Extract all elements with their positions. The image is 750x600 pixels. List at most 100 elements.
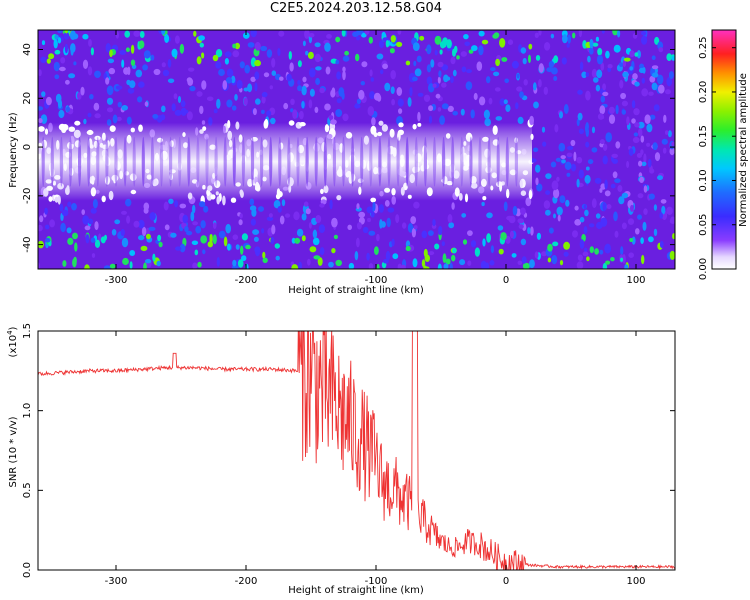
spectrogram-cell — [241, 233, 248, 241]
spectrogram-panel: -300 -200 -100 0 100 40 20 0 -20 -40 Height of s… — [8, 29, 676, 296]
spectrogram-cell — [46, 58, 51, 64]
spectrogram-cell — [577, 254, 584, 261]
spectrogram-cell — [292, 109, 298, 119]
spectrogram-cell — [428, 105, 434, 112]
y-tick-label: 0 — [22, 144, 33, 150]
spectrogram-cell — [41, 91, 46, 97]
spectrogram-cell — [271, 70, 277, 76]
spectrogram-cell — [644, 114, 651, 124]
spectrogram-cell — [432, 83, 437, 88]
spectrogram-cell — [667, 130, 672, 138]
spectrogram-cell — [672, 233, 675, 240]
spectrogram-cell — [560, 155, 566, 160]
spectrogram-cell — [212, 222, 217, 230]
top-x-axis-label: Height of straight line (km) — [288, 285, 424, 296]
spectrogram-cell — [643, 208, 648, 216]
spectrogram-cell — [299, 110, 304, 120]
spectrogram-cell — [483, 109, 490, 120]
spectrogram-cell — [566, 152, 573, 158]
spectrogram-cell — [663, 114, 667, 123]
spectrogram-cell — [213, 108, 218, 114]
spectrogram-cell — [342, 66, 346, 73]
spectrogram-cell — [105, 43, 111, 53]
spectrogram-cell — [538, 79, 542, 88]
spectrogram-cell — [585, 166, 590, 171]
spectrogram-cell — [499, 98, 506, 106]
spectrogram-cell — [523, 79, 528, 86]
spectrogram-cell — [435, 93, 441, 99]
spectrogram-cell — [196, 91, 203, 97]
spectrogram-cell — [129, 261, 133, 269]
spectrogram-cell — [234, 94, 238, 101]
spectrogram-cell — [54, 74, 60, 80]
spectrogram-cell — [303, 201, 309, 207]
spectrogram-cell — [223, 236, 228, 247]
spectrogram-cell — [335, 109, 343, 117]
spectrogram-cell — [312, 237, 320, 246]
spectrogram-cell — [218, 230, 226, 239]
spectrogram-cell — [637, 121, 645, 129]
spectrogram-cell — [666, 53, 672, 61]
spectrogram-cell — [171, 48, 178, 58]
spectrogram-cell — [602, 83, 606, 91]
spectrogram-cell — [370, 77, 374, 82]
spectrogram-cell — [657, 175, 663, 181]
spectrogram-cell — [426, 44, 432, 55]
spectrogram-cell — [153, 68, 161, 76]
spectrogram-cell — [308, 99, 313, 109]
spectrogram-cell — [562, 34, 568, 44]
spectrogram-cell — [106, 107, 114, 113]
spectrogram-cell — [528, 54, 531, 64]
spectrogram-cell — [362, 226, 369, 234]
spectrogram-cell — [175, 246, 182, 251]
spectrogram-cell — [199, 42, 204, 48]
spectrogram-cell — [164, 34, 170, 43]
spectrogram-cell — [386, 217, 391, 228]
spectrogram-cell — [620, 246, 624, 256]
spectrogram-stripe — [432, 136, 437, 187]
spectrogram-cell — [336, 71, 341, 80]
spectrogram-cell — [437, 76, 441, 84]
spectrogram-cell — [369, 91, 375, 100]
spectrogram-cell — [60, 57, 66, 64]
spectrogram-cell — [384, 82, 391, 92]
spectrogram-cell — [69, 30, 76, 40]
spectrogram-cell — [576, 156, 583, 164]
spectrogram-cell — [441, 103, 449, 110]
spectrogram-cell — [589, 38, 594, 49]
spectrogram-cell — [279, 76, 284, 81]
spectrogram-cell — [192, 204, 196, 214]
spectrogram-cell — [554, 124, 559, 133]
spectrogram-cell — [209, 234, 213, 244]
spectrogram-cell — [557, 214, 561, 222]
snr-plot-area — [38, 331, 675, 570]
spectrogram-cell — [449, 262, 453, 269]
spectrogram-cell — [297, 85, 303, 92]
spectrogram-cell — [268, 213, 273, 218]
spectrogram-stripe — [150, 136, 154, 187]
spectrogram-cell — [251, 208, 257, 217]
spectrogram-cell — [356, 30, 364, 36]
spectrogram-cell — [538, 30, 542, 36]
spectrogram-cell — [67, 237, 74, 245]
spectrogram-cell — [599, 249, 604, 255]
spectrogram-cell — [421, 230, 428, 239]
spectrogram-cell — [550, 33, 555, 39]
spectrogram-cell — [341, 30, 346, 37]
spectrogram-stripe — [478, 136, 482, 187]
spectrogram-cell — [133, 220, 140, 228]
spectrogram-cell — [631, 118, 636, 124]
spectrogram-stripe — [387, 136, 391, 187]
spectrogram-cell — [341, 92, 345, 100]
spectrogram-cell — [241, 255, 247, 262]
spectrogram-cell — [196, 56, 202, 65]
spectrogram-cell — [566, 172, 571, 177]
spectrogram-cell — [54, 49, 61, 55]
spectrogram-stripe — [487, 136, 491, 187]
y-tick-label: 40 — [22, 43, 33, 56]
spectrogram-cell — [582, 251, 589, 257]
spectrogram-stripe — [232, 136, 236, 187]
spectrogram-stripe — [332, 136, 336, 187]
spectrogram-cell — [654, 152, 661, 162]
spectrogram-cell — [623, 57, 631, 62]
